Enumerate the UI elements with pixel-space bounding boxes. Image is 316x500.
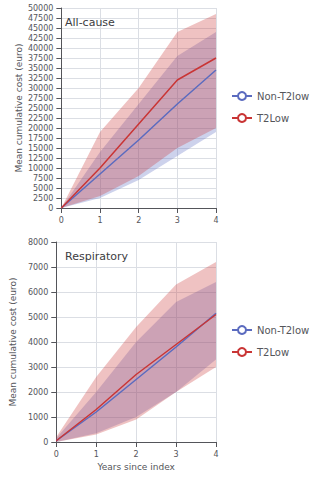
svg-text:1: 1 xyxy=(97,216,102,225)
svg-text:0: 0 xyxy=(54,450,59,459)
svg-text:15000: 15000 xyxy=(28,144,53,153)
svg-text:2500: 2500 xyxy=(33,194,53,203)
svg-text:7500: 7500 xyxy=(33,174,53,183)
svg-text:4: 4 xyxy=(213,450,218,459)
svg-text:T2Low: T2Low xyxy=(256,113,289,124)
svg-text:4: 4 xyxy=(213,216,218,225)
svg-text:30000: 30000 xyxy=(28,84,53,93)
svg-text:5000: 5000 xyxy=(33,184,53,193)
svg-text:All-cause: All-cause xyxy=(65,16,115,29)
svg-text:3: 3 xyxy=(175,216,180,225)
svg-text:1000: 1000 xyxy=(28,413,48,422)
svg-text:6000: 6000 xyxy=(28,288,48,297)
svg-text:0: 0 xyxy=(48,204,53,213)
svg-text:42500: 42500 xyxy=(28,34,53,43)
svg-text:2: 2 xyxy=(134,450,139,459)
svg-text:12500: 12500 xyxy=(28,154,53,163)
svg-text:7000: 7000 xyxy=(28,263,48,272)
svg-text:20000: 20000 xyxy=(28,124,53,133)
svg-text:Non-T2low: Non-T2low xyxy=(257,91,309,102)
svg-text:8000: 8000 xyxy=(28,238,48,247)
svg-text:0: 0 xyxy=(59,216,64,225)
svg-text:25000: 25000 xyxy=(28,104,53,113)
svg-text:T2Low: T2Low xyxy=(256,347,289,358)
svg-text:1: 1 xyxy=(94,450,99,459)
svg-text:50000: 50000 xyxy=(28,4,53,13)
svg-text:5000: 5000 xyxy=(28,313,48,322)
svg-text:Non-T2low: Non-T2low xyxy=(257,325,309,336)
svg-text:Respiratory: Respiratory xyxy=(65,250,129,263)
svg-text:2: 2 xyxy=(136,216,141,225)
svg-text:45000: 45000 xyxy=(28,24,53,33)
svg-text:Mean cumulative cost (euro): Mean cumulative cost (euro) xyxy=(14,43,24,172)
svg-text:27500: 27500 xyxy=(28,94,53,103)
svg-text:0: 0 xyxy=(43,438,48,447)
svg-text:3: 3 xyxy=(174,450,179,459)
svg-text:4000: 4000 xyxy=(28,338,48,347)
svg-text:37500: 37500 xyxy=(28,54,53,63)
svg-text:35000: 35000 xyxy=(28,64,53,73)
svg-text:17500: 17500 xyxy=(28,134,53,143)
svg-text:2000: 2000 xyxy=(28,388,48,397)
svg-text:Years since index: Years since index xyxy=(96,462,175,472)
svg-text:10000: 10000 xyxy=(28,164,53,173)
svg-text:32500: 32500 xyxy=(28,74,53,83)
svg-text:Mean cumulative cost (euro): Mean cumulative cost (euro) xyxy=(8,277,18,406)
svg-text:22500: 22500 xyxy=(28,114,53,123)
svg-text:3000: 3000 xyxy=(28,363,48,372)
svg-text:40000: 40000 xyxy=(28,44,53,53)
svg-text:47500: 47500 xyxy=(28,14,53,23)
